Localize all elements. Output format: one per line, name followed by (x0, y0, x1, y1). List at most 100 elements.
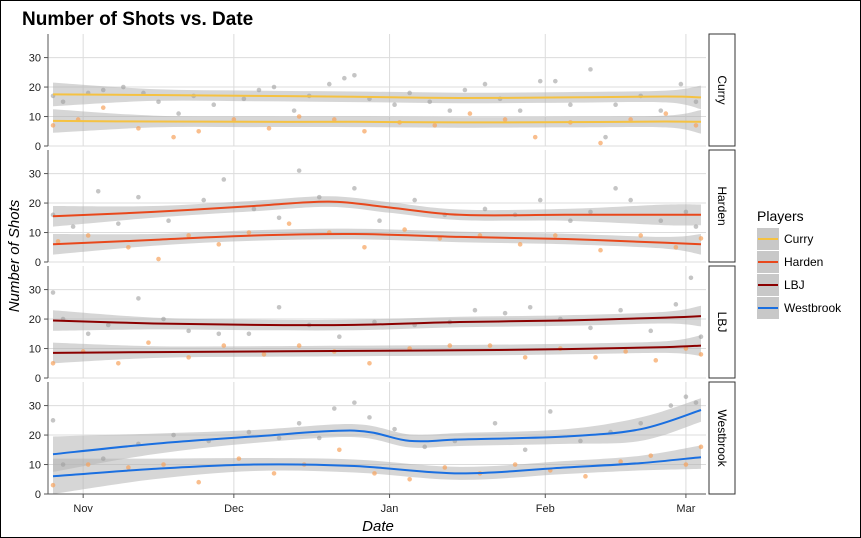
made-point (693, 123, 699, 128)
attempted-point (693, 224, 699, 229)
attempted-point (588, 325, 593, 331)
made-point (698, 236, 704, 241)
made-point (532, 134, 538, 140)
attempted-point (553, 78, 558, 84)
made-point (50, 482, 56, 488)
panel-curry: 0 10 20 30 Curry (29, 33, 736, 153)
attempted-point (392, 102, 397, 108)
y-tick-label: 20 (29, 82, 41, 94)
y-tick-label: 20 (29, 314, 41, 326)
attempted-point (291, 108, 297, 113)
panel-westbrook: 0 10 20 30 Westbrook (29, 381, 736, 501)
made-point (593, 355, 598, 360)
attempted-point (50, 418, 56, 423)
facet-strip-label: Curry (715, 75, 729, 104)
made-point (55, 239, 61, 244)
attempted-point (251, 206, 257, 212)
legend: Players Curry Harden LBJ Westbrook (757, 208, 842, 319)
facet-strip (708, 381, 736, 495)
made-point (598, 247, 603, 253)
attempted-point (537, 78, 543, 84)
attempted-point (683, 394, 689, 400)
attempted-point (422, 444, 428, 450)
attempted-point (337, 334, 342, 340)
attempted-point (352, 72, 357, 78)
attempted-point (517, 108, 523, 113)
attempted-point (367, 415, 372, 420)
attempted-trend-line (52, 315, 702, 327)
attempted-point (171, 432, 176, 438)
attempted-point (492, 420, 498, 426)
legend-item-harden: Harden (757, 251, 823, 273)
made-point (266, 126, 272, 131)
y-tick-label: 10 (29, 112, 41, 124)
y-axis-title: Number of Shots (6, 199, 23, 312)
made-trend-line (52, 232, 702, 246)
made-point (337, 447, 342, 453)
attempted-point (537, 197, 543, 203)
attempted-point (613, 186, 618, 191)
attempted-point (316, 194, 322, 200)
attempted-point (246, 331, 252, 337)
facet-strip (708, 33, 736, 147)
made-point (683, 462, 689, 467)
attempted-confidence-band (53, 82, 701, 110)
attempted-point (628, 197, 633, 203)
made-point (698, 352, 704, 357)
y-tick-label: 30 (29, 169, 41, 181)
attempted-point (186, 328, 191, 334)
made-confidence-band (53, 228, 701, 255)
attempted-point (482, 206, 488, 212)
attempted-point (326, 81, 332, 87)
facet-strip-label: LBJ (715, 312, 729, 333)
made-point (402, 227, 407, 232)
made-point (50, 360, 56, 366)
made-point (146, 340, 151, 345)
made-point (296, 343, 302, 348)
attempted-point (568, 218, 573, 224)
made-point (673, 244, 679, 250)
attempted-point (276, 435, 282, 441)
facet-strip (708, 265, 736, 379)
attempted-point (316, 435, 322, 441)
attempted-point (221, 177, 227, 182)
facet-panels: 0 10 20 30 Curry 0 10 20 30 Harden 0 10 20 30 LBJ 0 10 20… (29, 33, 736, 501)
attempted-confidence-band (53, 398, 701, 472)
attempted-point (276, 304, 282, 310)
attempted-point (613, 102, 618, 108)
attempted-point (332, 406, 337, 411)
attempted-point (100, 87, 106, 93)
made-point (221, 343, 227, 348)
y-tick-label: 10 (29, 344, 41, 356)
attempted-point (547, 409, 553, 414)
made-point (332, 117, 337, 122)
made-point (467, 111, 473, 116)
attempted-point (683, 209, 689, 215)
legend-label: Curry (784, 232, 813, 246)
attempted-point (372, 319, 377, 325)
made-point (553, 233, 558, 238)
attempted-point (60, 99, 66, 105)
made-point (286, 221, 292, 226)
made-trend-line (52, 119, 702, 124)
attempted-point (95, 188, 101, 194)
attempted-point (70, 224, 76, 229)
made-point (517, 242, 523, 247)
made-point (196, 479, 201, 485)
made-point (648, 453, 654, 458)
made-point (598, 140, 603, 146)
attempted-trend-line (52, 200, 701, 218)
attempted-point (161, 316, 166, 322)
attempted-point (698, 334, 704, 340)
panel-lbj: 0 10 20 30 LBJ (29, 265, 736, 385)
made-point (653, 358, 659, 363)
y-tick-label: 20 (29, 430, 41, 442)
made-point (362, 244, 367, 250)
attempted-point (241, 96, 247, 102)
made-point (100, 105, 106, 110)
attempted-point (603, 134, 608, 140)
attempted-point (256, 87, 262, 93)
y-tick-label: 10 (29, 228, 41, 240)
